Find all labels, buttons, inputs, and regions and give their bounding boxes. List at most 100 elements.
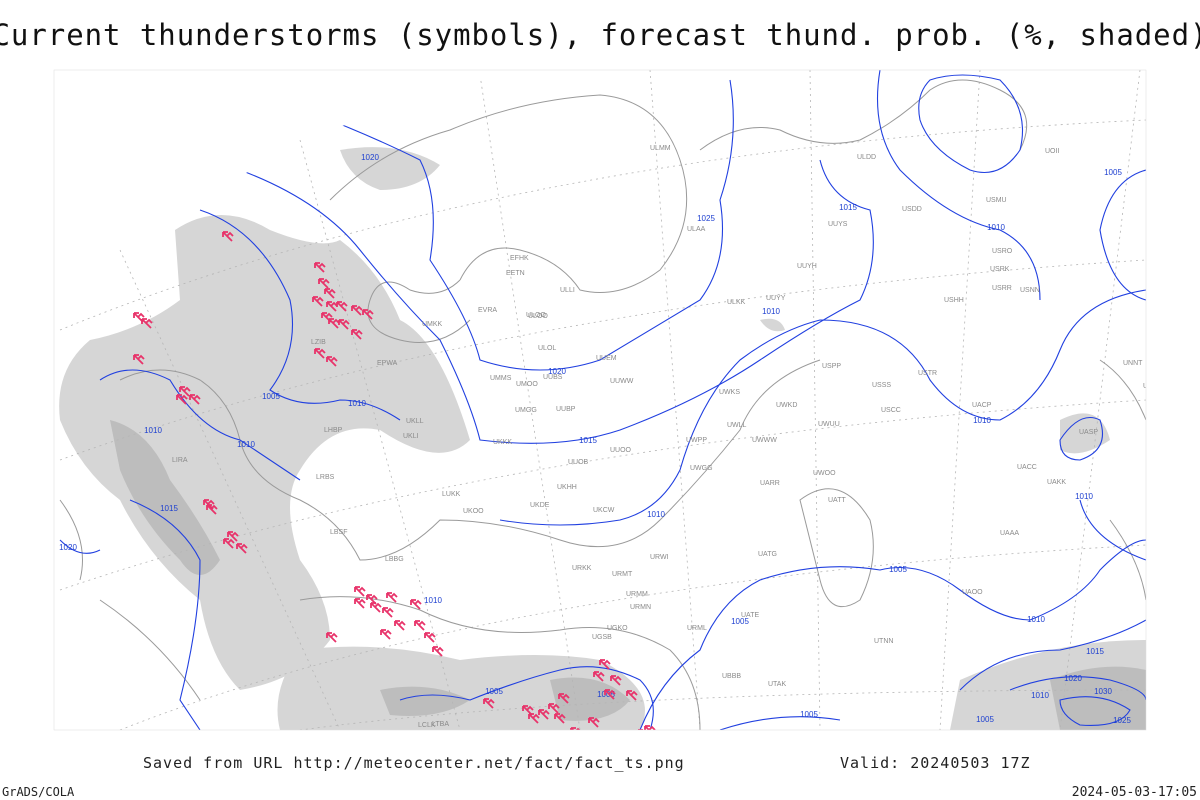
thunderstorm-symbol: [222, 231, 234, 242]
station-label: UUYY: [766, 295, 786, 302]
thunderstorm-symbol: [321, 312, 333, 323]
station-label: ULOO: [528, 313, 548, 320]
station-label: UKLL: [406, 418, 424, 425]
station-label: UAOO: [962, 589, 983, 596]
lat-lon-grid: [59, 70, 1146, 730]
isobar-label: 1020: [548, 367, 566, 376]
thunderstorm-symbol: [424, 632, 436, 643]
thunderstorm-symbol: [432, 646, 444, 657]
station-label: LUKK: [442, 491, 461, 498]
isobar-label: 1005: [976, 715, 994, 724]
station-label: UNNT: [1123, 360, 1143, 367]
station-label: UTNN: [874, 638, 893, 645]
isobar-label: 1005: [731, 617, 749, 626]
thunderstorm-symbol: [318, 278, 330, 289]
thunderstorm-symbol: [548, 703, 560, 714]
isobar-label: 1020: [59, 543, 77, 552]
thunderstorm-symbol: [382, 607, 394, 618]
station-label: USNN: [1020, 287, 1040, 294]
station-label: UMKK: [422, 321, 443, 328]
thunderstorm-symbol: [351, 305, 363, 316]
station-label: USDD: [902, 206, 922, 213]
station-label: ULAA: [687, 226, 706, 233]
thunderstorm-symbol: [202, 174, 214, 185]
software: GrADS/COLA: [2, 785, 75, 799]
station-label: UKLI: [403, 433, 419, 440]
station-label: UATG: [758, 551, 777, 558]
station-label: UACP: [972, 402, 992, 409]
isobar-label: 1015: [839, 203, 857, 212]
thunderstorm-symbol: [206, 504, 218, 515]
station-label: UWLL: [727, 422, 747, 429]
thunderstorm-symbol: [554, 713, 566, 724]
station-label: USRK: [990, 266, 1010, 273]
thunderstorm-symbol: [522, 705, 534, 716]
thunderstorm-symbol: [326, 356, 338, 367]
thunderstorm-symbol: [141, 318, 153, 329]
station-label: URWI: [650, 554, 669, 561]
thunderstorm-symbol: [133, 354, 145, 365]
station-label: UAKK: [1047, 479, 1066, 486]
station-label: LRBS: [316, 474, 335, 481]
thunderstorm-symbol: [312, 296, 324, 307]
station-label: LHBP: [324, 427, 343, 434]
isobar-label: 1025: [697, 214, 715, 223]
station-label: UGSB: [592, 634, 612, 641]
thunderstorm-symbol: [538, 709, 550, 720]
isobar-label: 1010: [1027, 615, 1045, 624]
station-label: UUOO: [610, 447, 632, 454]
isobar-labels: 1020 1025 1015 1010 1020 1015 1010 1005 1010 1010…: [59, 153, 1131, 725]
station-label: UKCW: [593, 507, 615, 514]
thunderstorm-symbol: [328, 318, 340, 329]
station-label: UNBB: [1143, 383, 1163, 390]
source-url: Saved from URL http://meteocenter.net/fa…: [143, 754, 685, 772]
station-label: UWWW: [752, 437, 777, 444]
isobar-label: 1005: [800, 710, 818, 719]
station-label: UGKO: [607, 625, 628, 632]
station-label: UWKS: [719, 389, 740, 396]
station-label: ULOO: [526, 312, 546, 319]
station-label: UATE: [741, 612, 759, 619]
station-label: UWKD: [776, 402, 797, 409]
thunderstorm-symbol: [599, 659, 611, 670]
station-label: UKHH: [557, 484, 577, 491]
thunderstorm-symbol: [354, 586, 366, 597]
isobar-label: 1010: [237, 440, 255, 449]
station-label: EPWA: [377, 360, 398, 367]
station-label: LIRA: [172, 457, 188, 464]
thunderstorm-symbol: [227, 531, 239, 542]
isobar-label: 1005: [889, 565, 907, 574]
thunderstorm-symbol: [338, 319, 350, 330]
station-label: UKOO: [463, 508, 484, 515]
thunderstorm-symbol: [179, 386, 191, 397]
thunderstorm-symbol: [362, 309, 374, 320]
station-label: UARR: [760, 480, 780, 487]
isobar-label: 1010: [647, 510, 665, 519]
thunderstorm-symbol: [326, 632, 338, 643]
thunderstorm-symbol: [380, 629, 392, 640]
thunderstorm-symbol: [324, 288, 336, 299]
station-label: LTBA: [432, 721, 449, 728]
station-label: USPP: [822, 363, 841, 370]
station-label: LBBG: [385, 556, 404, 563]
station-label: URKK: [572, 565, 592, 572]
station-label: USRR: [992, 285, 1012, 292]
isobar-label: 1010: [1031, 691, 1049, 700]
thunderstorm-symbol: [410, 599, 422, 610]
thunderstorm-symbol: [354, 598, 366, 609]
station-label: UBBB: [722, 673, 741, 680]
station-label: UUYS: [828, 221, 848, 228]
station-label: UTAK: [768, 681, 786, 688]
station-label: ULKK: [727, 299, 746, 306]
thunderstorm-symbol: [637, 729, 649, 730]
thunderstorm-symbol: [314, 262, 326, 273]
map-area: 1020 1025 1015 1010 1020 1015 1010 1005 1010 1010…: [54, 70, 1163, 730]
title: Current thunderstorms (symbols), forecas…: [0, 18, 1200, 52]
isobar-label: 1030: [1094, 687, 1112, 696]
station-label: UUBP: [556, 406, 576, 413]
station-label: USSS: [872, 382, 891, 389]
station-label: ULMM: [650, 145, 671, 152]
station-label: URMT: [612, 571, 633, 578]
thunderstorm-symbol: [314, 348, 326, 359]
